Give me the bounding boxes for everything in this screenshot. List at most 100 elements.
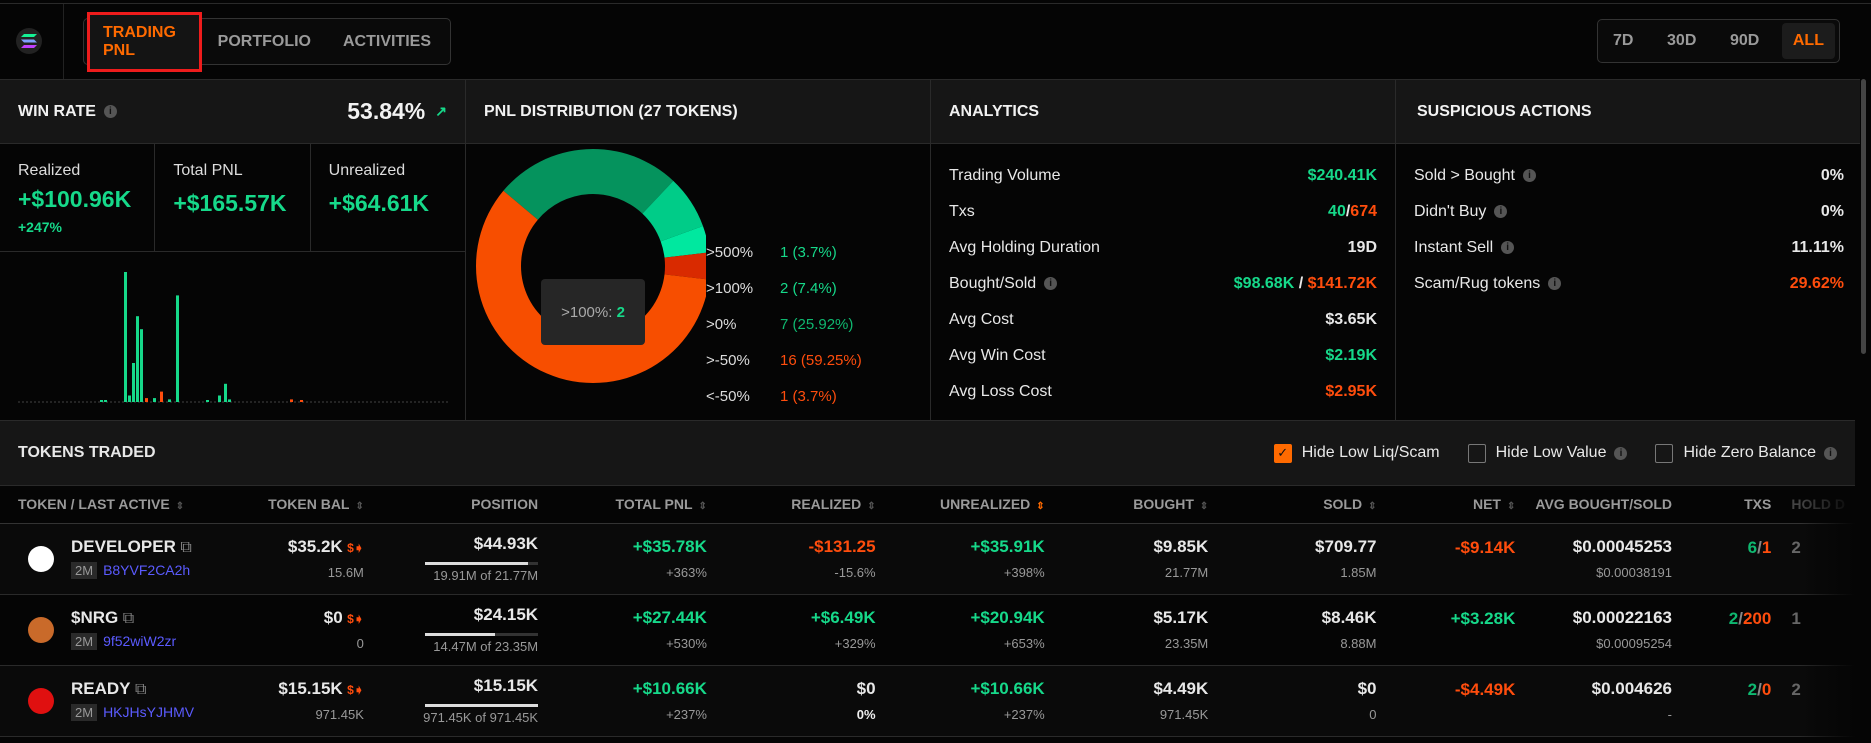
solana-logo-icon[interactable] xyxy=(16,28,42,54)
histogram-bar xyxy=(160,391,163,402)
legend-label: >-50% xyxy=(706,351,750,369)
info-icon[interactable]: i xyxy=(1548,277,1562,291)
column-header[interactable]: UNREALIZED ⇕ xyxy=(885,486,1055,524)
total-pnl-value: +$165.57K xyxy=(173,190,287,216)
hide-zero-balance-checkbox[interactable]: Hide Zero Balance i xyxy=(1655,443,1837,463)
column-header[interactable]: AVG BOUGHT/SOLD xyxy=(1525,486,1683,524)
checkbox-box[interactable] xyxy=(1655,443,1674,463)
token-avatar xyxy=(28,545,54,572)
sort-icon[interactable]: ⇕ xyxy=(1036,501,1045,513)
sell-icon[interactable]: $➧ xyxy=(347,541,364,555)
sort-icon[interactable]: ⇕ xyxy=(355,501,364,513)
avg-loss-cost-value: $2.95K xyxy=(1325,383,1377,400)
holding-duration-value: 19D xyxy=(1347,239,1377,256)
token-address-link[interactable]: B8YVF2CA2h xyxy=(103,562,191,578)
sort-icon[interactable]: ⇕ xyxy=(1368,501,1377,513)
position-progress xyxy=(425,562,539,565)
legend-value: 16 (59.25%) xyxy=(780,351,862,369)
distribution-legend: >500% 1 (3.7%) >100% 2 (7.4%) >0% 7 (25.92%) >… xyxy=(706,234,906,414)
pnl-distribution-panel: PNL DISTRIBUTION (27 TOKENS) >100%: 2 >5… xyxy=(466,79,931,421)
chart-tooltip: >100%: 2 xyxy=(541,279,645,345)
suspicious-row: Scam/Rug tokens i 29.62% xyxy=(1414,266,1844,302)
scrollbar[interactable] xyxy=(1861,79,1866,354)
column-header[interactable]: SOLD ⇕ xyxy=(1218,486,1387,524)
sort-icon[interactable]: ⇕ xyxy=(698,501,707,513)
table-row[interactable]: $NRG ⧉ 2M 9f52wiW2zr $0 $➧ 0 $24.15K 14.47M… xyxy=(0,594,1855,666)
token-address-link[interactable]: HKJHsYJHMV xyxy=(103,704,195,720)
donut-slice[interactable] xyxy=(664,252,706,280)
hide-low-value-checkbox[interactable]: Hide Low Value i xyxy=(1467,443,1628,463)
bought-amount: 971.45K xyxy=(1159,707,1209,722)
sell-icon[interactable]: $➧ xyxy=(347,612,364,626)
unrealized-pnl: +$20.94K xyxy=(970,608,1045,627)
histogram-bar xyxy=(168,399,171,402)
column-label: TOKEN / LAST ACTIVE xyxy=(18,496,170,513)
donut-slice[interactable] xyxy=(503,149,674,220)
sort-icon[interactable]: ⇕ xyxy=(867,501,876,513)
range-30d[interactable]: 30D xyxy=(1667,32,1697,49)
column-header[interactable]: REALIZED ⇕ xyxy=(716,486,886,524)
position-value: $15.15K xyxy=(473,676,539,695)
sort-icon[interactable]: ⇕ xyxy=(1506,501,1516,513)
donut-slice[interactable] xyxy=(476,190,706,383)
info-icon[interactable]: i xyxy=(1522,169,1536,183)
token-balance: $35.2K xyxy=(287,537,343,556)
checkmark-icon[interactable]: ✓ xyxy=(1273,443,1292,463)
column-label: NET xyxy=(1472,496,1501,513)
analytics-row: Txs 40/674 xyxy=(949,194,1377,230)
unrealized-pct: +653% xyxy=(1003,636,1045,651)
trading-volume-value: $240.41K xyxy=(1307,167,1377,184)
token-avatar xyxy=(28,616,54,643)
sort-icon[interactable]: ⇕ xyxy=(175,501,185,513)
sort-icon[interactable]: ⇕ xyxy=(1199,501,1209,513)
info-icon[interactable]: i xyxy=(1501,241,1515,255)
donut-slice[interactable] xyxy=(660,225,706,258)
column-header[interactable]: POSITION xyxy=(373,486,549,524)
column-header[interactable]: TXS xyxy=(1682,486,1782,524)
column-header[interactable]: BOUGHT ⇕ xyxy=(1054,486,1219,524)
table-row[interactable]: DEVELOPER ⧉ 2M B8YVF2CA2h $35.2K $➧ 15.6M … xyxy=(0,523,1855,595)
hide-low-liq-checkbox[interactable]: ✓ Hide Low Liq/Scam xyxy=(1273,443,1440,463)
info-icon[interactable]: i xyxy=(1614,446,1628,460)
column-header[interactable]: TOKEN / LAST ACTIVE ⇕ xyxy=(0,486,250,524)
avg-sold: $0.00038191 xyxy=(1596,565,1673,580)
column-header[interactable]: TOTAL PNL ⇕ xyxy=(548,486,717,524)
realized-pct: +329% xyxy=(834,636,876,651)
tab-activities[interactable]: ACTIVITIES xyxy=(342,32,431,50)
top-border xyxy=(0,0,1871,4)
histogram-bar xyxy=(228,399,231,402)
bought-amount: 23.35M xyxy=(1164,636,1209,651)
copy-icon[interactable]: ⧉ xyxy=(122,610,135,627)
tab-portfolio[interactable]: PORTFOLIO xyxy=(217,32,311,50)
analytics-row: Trading Volume $240.41K xyxy=(949,158,1377,194)
net-value: -$4.49K xyxy=(1454,679,1516,699)
info-icon[interactable]: i xyxy=(103,105,117,118)
net-value: -$9.14K xyxy=(1454,537,1516,557)
unrealized-label: Unrealized xyxy=(328,162,406,179)
copy-icon[interactable]: ⧉ xyxy=(180,539,192,556)
trend-up-icon: ↗ xyxy=(435,103,447,119)
analytics-row: Avg Holding Duration 19D xyxy=(949,230,1377,266)
range-7d[interactable]: 7D xyxy=(1613,32,1634,49)
range-all[interactable]: ALL xyxy=(1781,23,1835,59)
realized-stat: Realized +$100.96K +247% xyxy=(0,144,156,251)
donut-slice[interactable] xyxy=(642,180,703,242)
token-balance-amount: 15.6M xyxy=(327,565,364,580)
token-balance: $0 xyxy=(323,608,343,627)
range-90d[interactable]: 90D xyxy=(1729,32,1760,49)
checkbox-box[interactable] xyxy=(1467,443,1486,463)
txs-buy: 40 xyxy=(1328,203,1346,220)
row-value: 29.62% xyxy=(1789,275,1844,292)
histogram-bar xyxy=(218,395,221,402)
sell-icon[interactable]: $➧ xyxy=(347,683,364,697)
copy-icon[interactable]: ⧉ xyxy=(134,681,147,698)
column-header[interactable]: TOKEN BAL ⇕ xyxy=(249,486,374,524)
column-header[interactable]: NET ⇕ xyxy=(1386,486,1526,524)
token-name: DEVELOPER xyxy=(71,537,176,556)
info-icon[interactable]: i xyxy=(1824,446,1837,460)
token-address-link[interactable]: 9f52wiW2zr xyxy=(103,633,177,649)
info-icon[interactable]: i xyxy=(1044,277,1058,291)
tab-trading-pnl[interactable]: TRADING PNL xyxy=(87,11,202,72)
table-row[interactable]: READY ⧉ 2M HKJHsYJHMV $15.15K $➧ 971.45K $… xyxy=(0,665,1855,737)
info-icon[interactable]: i xyxy=(1494,205,1508,219)
